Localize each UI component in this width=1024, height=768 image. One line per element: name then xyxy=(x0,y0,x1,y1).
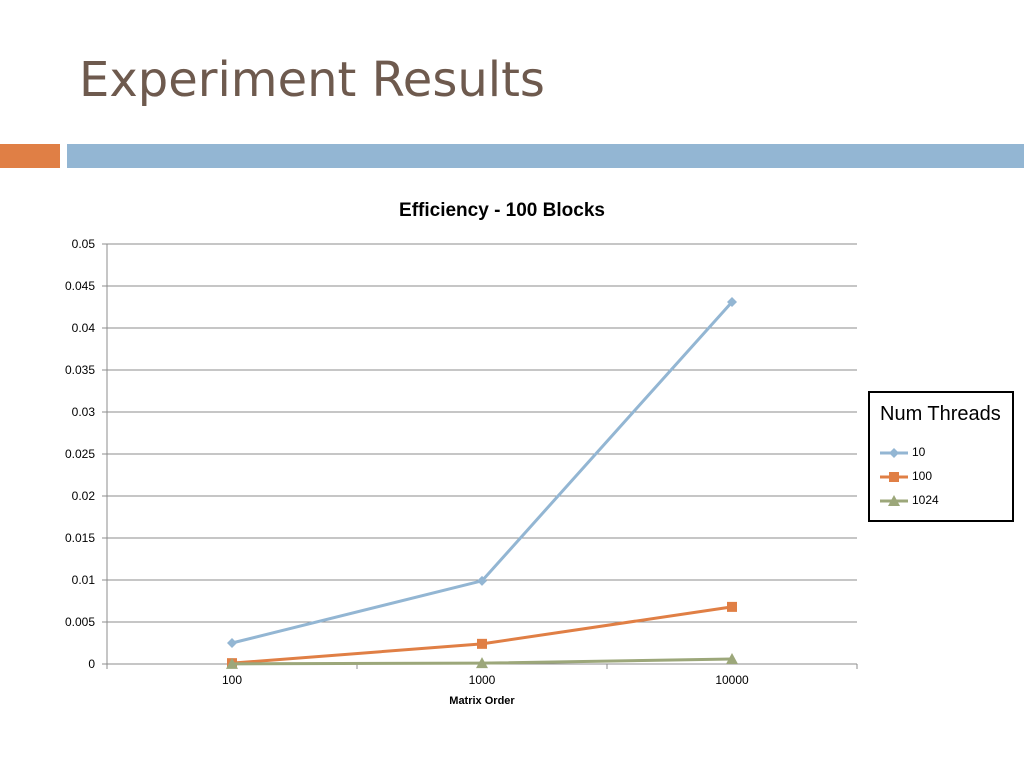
y-tick-label: 0.05 xyxy=(72,237,96,251)
legend-swatch xyxy=(880,448,908,458)
x-axis-title: Matrix Order xyxy=(449,695,515,707)
chart-legend: Num Threads 10 100 1024 xyxy=(868,391,1014,522)
y-tick-label: 0.045 xyxy=(65,279,95,293)
x-tick-label: 1000 xyxy=(469,673,496,687)
slide-title: Experiment Results xyxy=(79,52,545,108)
legend-label: 10 xyxy=(912,445,926,459)
data-point-1024 xyxy=(226,657,238,669)
data-point-1024 xyxy=(726,652,738,664)
legend-marker xyxy=(889,472,899,482)
series-line-100 xyxy=(231,605,733,665)
data-point-100 xyxy=(727,601,737,612)
x-tick-label: 10000 xyxy=(715,673,749,687)
legend-swatch xyxy=(880,495,908,506)
y-tick-label: 0 xyxy=(88,657,95,671)
data-point-1024 xyxy=(476,657,488,669)
y-tick-label: 0.01 xyxy=(72,573,96,587)
data-point-10 xyxy=(727,296,737,307)
legend-item: 1024 xyxy=(880,493,1010,509)
x-tick-label: 100 xyxy=(222,673,242,687)
y-tick-label: 0.03 xyxy=(72,405,96,419)
legend-item: 10 xyxy=(880,445,1010,461)
data-point-100 xyxy=(477,638,487,649)
data-point-10 xyxy=(227,638,237,648)
chart-title: Efficiency - 100 Blocks xyxy=(399,200,605,221)
y-tick-label: 0.035 xyxy=(65,363,95,377)
series-line-10 xyxy=(231,300,734,645)
y-tick-label: 0.005 xyxy=(65,615,95,629)
y-tick-label: 0.015 xyxy=(65,531,95,545)
accent-bar xyxy=(0,144,60,168)
header-bar xyxy=(67,144,1024,168)
y-tick-label: 0.04 xyxy=(72,321,96,335)
legend-swatch xyxy=(880,472,908,482)
legend-marker xyxy=(889,448,899,458)
legend-label: 1024 xyxy=(912,493,939,507)
legend-title: Num Threads xyxy=(880,403,1001,425)
legend-label: 100 xyxy=(912,469,933,483)
data-point-10 xyxy=(477,575,487,586)
y-tick-label: 0.02 xyxy=(72,489,96,503)
legend-marker xyxy=(888,495,900,506)
legend-item: 100 xyxy=(880,469,1010,485)
y-tick-label: 0.025 xyxy=(65,447,95,461)
